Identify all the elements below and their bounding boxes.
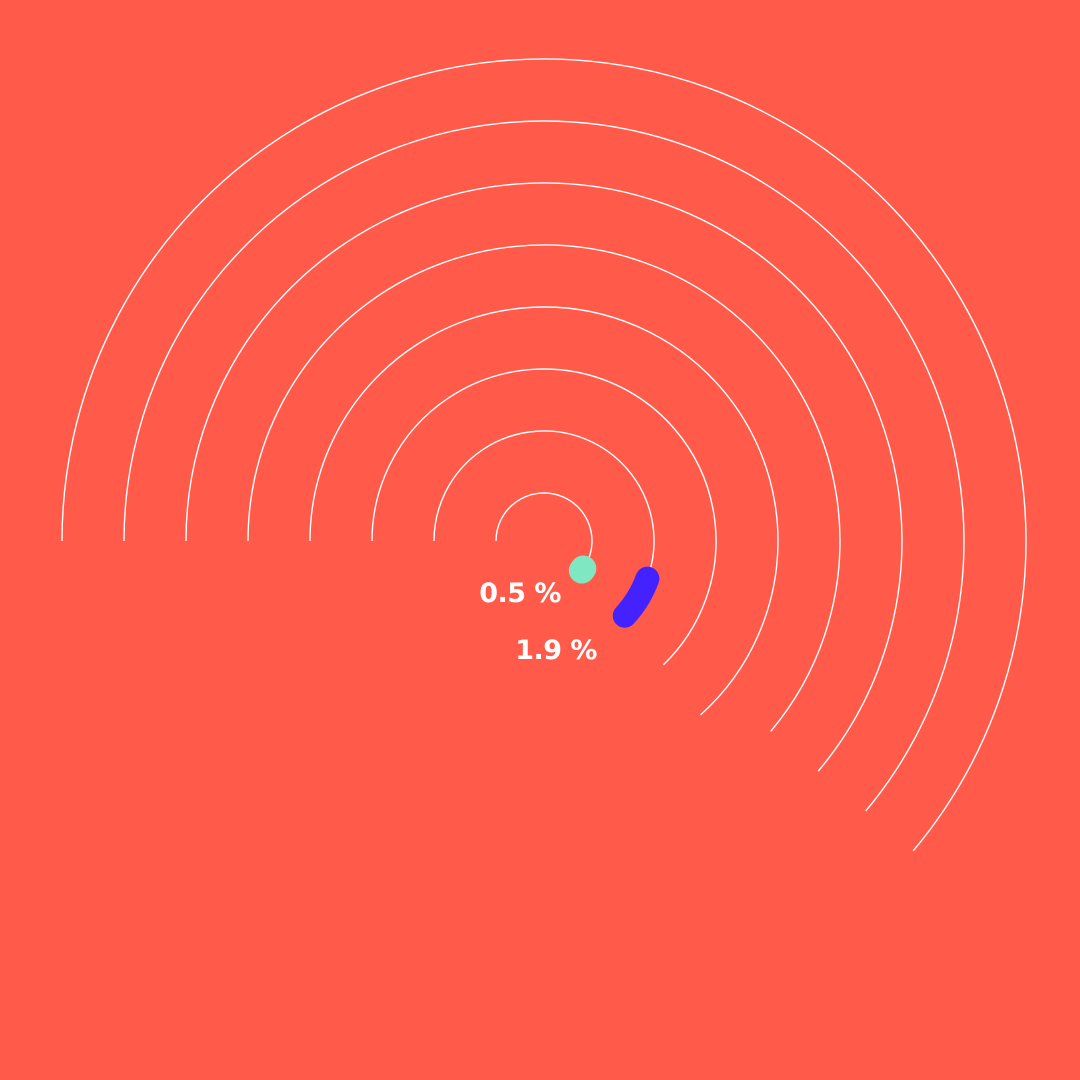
track-ring-4 (247, 244, 841, 732)
value-labels: 0.5 % 1.9 % (479, 578, 598, 666)
track-ring-6 (123, 120, 965, 812)
track-rings (61, 58, 1027, 852)
data-bar-0 (568, 555, 597, 584)
track-ring-3 (309, 306, 779, 716)
value-label-1: 1.9 % (515, 635, 597, 666)
track-ring-7 (61, 58, 1027, 852)
data-bar-1 (612, 566, 660, 628)
track-ring-1 (433, 430, 655, 620)
track-ring-2 (371, 368, 717, 666)
data-bars (568, 555, 660, 628)
value-label-0: 0.5 % (479, 578, 561, 609)
track-ring-5 (185, 182, 903, 772)
track-ring-0 (495, 492, 593, 569)
